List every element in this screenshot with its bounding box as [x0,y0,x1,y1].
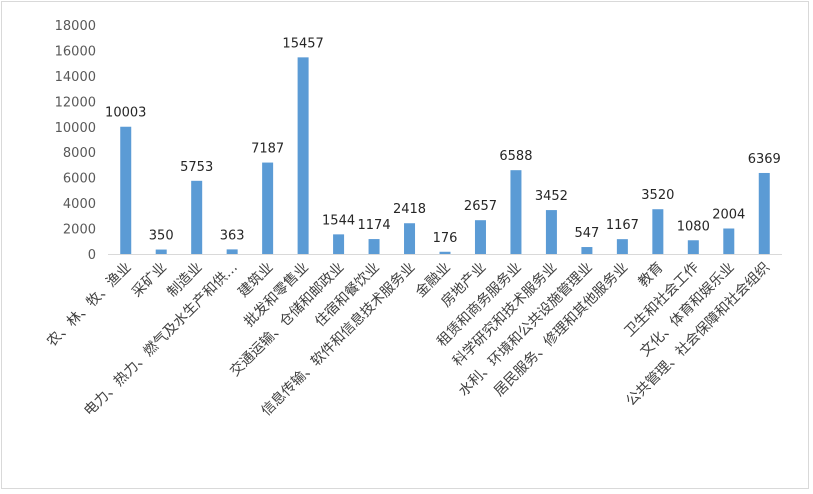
data-label: 5753 [180,160,213,175]
data-label: 15457 [282,36,323,51]
bar [262,162,274,254]
bar [510,170,522,254]
data-label: 363 [220,228,245,243]
y-tick-label: 0 [88,248,96,263]
data-label: 6369 [748,152,781,167]
bar [652,209,664,254]
bar [439,251,451,254]
data-label: 2657 [464,199,497,214]
y-tick-label: 4000 [63,197,96,212]
bar [687,240,699,254]
bar [333,234,345,254]
data-label: 176 [433,231,458,246]
y-tick-label: 8000 [63,146,96,161]
category-label: 农、林、牧、渔业 [44,260,135,351]
data-label: 10003 [105,106,146,121]
bar [368,239,380,254]
bar [474,220,486,254]
data-label: 6588 [499,149,532,164]
data-label: 2004 [712,208,745,223]
bar [155,249,167,254]
bar [226,249,238,254]
y-tick-label: 18000 [55,19,96,34]
data-label: 7187 [251,142,284,157]
bar [616,239,628,254]
y-tick-label: 12000 [55,95,96,110]
bar [297,57,309,254]
y-tick-label: 16000 [55,44,96,59]
category-labels: 农、林、牧、渔业采矿业制造业电力、热力、燃气及水生产和供…建筑业批发和零售业交通… [44,259,773,420]
data-label: 547 [574,226,599,241]
data-label: 350 [149,229,174,244]
data-label: 1174 [358,218,391,233]
y-axis-ticks: 0 2000 4000 6000 8000 10000 12000 14000 16000 180… [55,19,96,263]
y-tick-label: 10000 [55,121,96,136]
bar [120,126,132,254]
y-tick-label: 6000 [63,172,96,187]
y-tick-label: 2000 [63,223,96,238]
category-label: 教育 [636,260,667,291]
bar [191,180,203,254]
data-label: 2418 [393,202,426,217]
bar [758,172,770,254]
data-label: 1544 [322,213,355,228]
bar [545,210,557,254]
y-tick-label: 14000 [55,70,96,85]
data-label: 1167 [606,218,639,233]
data-label: 1080 [677,219,710,234]
category-label: 采矿业 [129,260,170,301]
data-label: 3452 [535,189,568,204]
data-label: 3520 [641,188,674,203]
bar [723,228,735,254]
bar [404,223,416,254]
bar [581,247,593,254]
bars [120,57,770,254]
